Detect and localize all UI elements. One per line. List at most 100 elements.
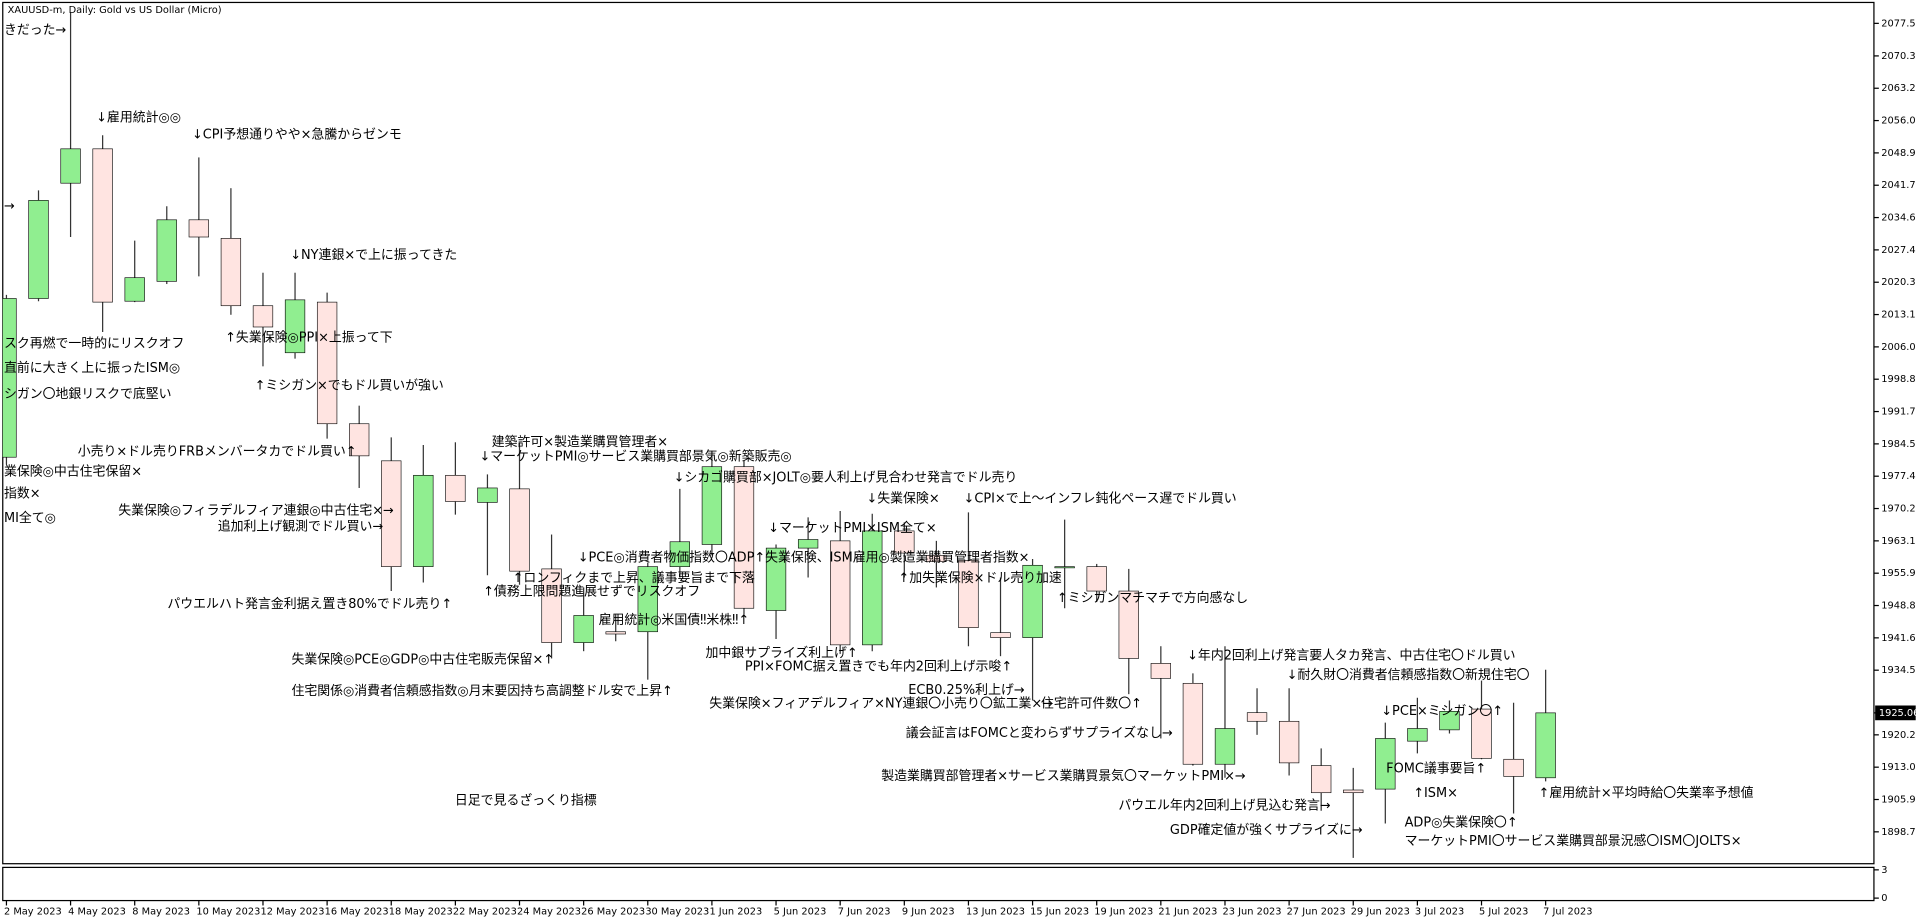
candle-body (381, 460, 402, 567)
y-tick-label: 2041.75 (1881, 180, 1916, 191)
annotation: 直前に大きく上に振ったISM◎ (4, 360, 180, 376)
x-tick-label: 19 Jun 2023 (1094, 907, 1153, 918)
y-tick-label: 2048.90 (1881, 148, 1916, 159)
x-tick-label: 3 Jul 2023 (1415, 907, 1464, 918)
annotation: ↓CPI予想通りやや×急騰からゼンモ (192, 127, 402, 143)
annotation: ↑債務上限問題進展せずでリスクオフ (483, 585, 700, 600)
annotation: きだった→ (4, 23, 67, 38)
x-tick-label: 1 Jun 2023 (709, 907, 762, 918)
candle-body (1439, 711, 1460, 731)
annotation: ↑ISM× (1413, 786, 1458, 801)
candle-body (605, 631, 626, 635)
x-tick-label: 7 Jun 2023 (838, 907, 891, 918)
candle-body (188, 219, 209, 238)
annotation: ↑失業保険◎PPI×上振って下 (225, 329, 393, 345)
x-tick-label: 18 May 2023 (389, 907, 453, 918)
main-pane (2, 1, 1875, 865)
candle-body (60, 148, 81, 184)
indicator-pane (2, 866, 1875, 902)
candle-body (1407, 728, 1428, 742)
y-tick-label: 1977.40 (1881, 471, 1916, 482)
annotation: 住宅許可件数〇↑ (1041, 696, 1142, 711)
annotation: ↓PCE◎消費者物価指数〇ADP↑失業保険、ISM雇用◎製造業購買管理者指数× (578, 549, 1030, 565)
candle-body (477, 487, 498, 503)
candle-body (1246, 712, 1268, 722)
annotation: スク再燃で一時的にリスクオフ (4, 336, 184, 352)
annotation: ↑ロンフィクまで上昇、議事要旨まで下落 (513, 571, 755, 586)
annotation: FOMC議事要旨↑ (1386, 762, 1486, 777)
candle-body (1150, 663, 1171, 679)
candle-body (1182, 682, 1204, 765)
candle-body (2, 298, 17, 458)
annotation: 失業保険◎PCE◎GDP◎中古住宅販売保留×↑ (291, 651, 554, 667)
annotation: パウエル年内2回利上げ見込む発言→ (1118, 797, 1331, 813)
candle-body (1535, 712, 1556, 779)
annotation: 小売り×ドル売りFRBメンバータカでドル買い↑ (78, 444, 357, 460)
y-tick-label: 2006.00 (1881, 342, 1916, 353)
x-tick-label: 9 Jun 2023 (902, 907, 955, 918)
x-tick-label: 2 May 2023 (4, 907, 62, 918)
candle-body (1054, 566, 1075, 569)
x-tick-label: 5 Jun 2023 (774, 907, 827, 918)
candle-body (573, 615, 594, 643)
x-tick-label: 5 Jul 2023 (1479, 907, 1528, 918)
annotation: 加中銀サプライズ利上げ↑ (706, 645, 858, 661)
y-tick-label: 2027.45 (1881, 245, 1916, 256)
annotation: 建築許可×製造業購買管理者× (492, 434, 668, 450)
candle-body (1118, 590, 1139, 659)
annotation: ↓年内2回利上げ発言要人タカ発言、中古住宅〇ドル買い (1187, 648, 1515, 664)
candle-body (220, 238, 242, 307)
annotation: 住宅関係◎消費者信頼感指数◎月末要因持ち高調整ドル安で上昇↑ (291, 683, 672, 699)
x-tick-label: 22 May 2023 (453, 907, 517, 918)
y-tick-label: 2020.30 (1881, 277, 1916, 288)
x-tick-label: 23 Jun 2023 (1223, 907, 1282, 918)
annotation: マーケットPMI〇サービス業購買部景況感〇ISM〇JOLTS× (1405, 833, 1742, 849)
annotation: PPI×FOMC据え置きでも年内2回利上げ示唆↑ (745, 659, 1012, 675)
candle-body (1086, 566, 1107, 592)
annotation: シガン〇地銀リスクで底堅い (4, 386, 172, 402)
candle-body (797, 539, 819, 549)
candle-body (926, 555, 947, 562)
annotation: 追加利上げ観測でドル買い→ (218, 519, 384, 535)
chart-title: XAUUSD-m, Daily: Gold vs US Dollar (Micr… (8, 5, 222, 16)
x-tick-label: 12 May 2023 (261, 907, 325, 918)
x-tick-label: 8 May 2023 (132, 907, 190, 918)
candle-body (1278, 720, 1300, 764)
candle-body (830, 540, 851, 646)
y-tick-label: 1941.65 (1881, 633, 1916, 644)
candle-body (28, 200, 49, 299)
x-tick-label: 4 May 2023 (68, 907, 126, 918)
y-tick-label: 1984.55 (1881, 439, 1916, 450)
annotation: 業保険◎中古住宅保留× (4, 463, 142, 479)
y-tick-label: 2063.20 (1881, 83, 1916, 94)
y-tick-label: 1905.90 (1881, 795, 1916, 806)
candle-body (124, 277, 145, 302)
candle-body (1503, 758, 1524, 777)
y-tick-label: 2013.15 (1881, 310, 1916, 321)
y-tick-label: 2034.60 (1881, 213, 1916, 224)
annotation: パウエルハト発言金利据え置き80%でドル売り↑ (167, 596, 452, 612)
candle-body (541, 568, 562, 643)
annotation: 雇用統計◎米国債‼米株‼↑ (599, 612, 750, 628)
annotation: ↑雇用統計×平均時給〇失業率予想値 (1539, 785, 1754, 801)
annotation: 議会証言はFOMCと変わらずサプライズなし→ (906, 725, 1173, 741)
y-tick-label: 1934.50 (1881, 665, 1916, 676)
candle-body (156, 219, 177, 282)
candle-body (252, 305, 274, 328)
candle-body (509, 488, 530, 572)
y-tick-label: 1920.20 (1881, 730, 1916, 741)
annotation: → (4, 199, 15, 214)
candle-body (765, 547, 787, 611)
y-tick-label: 1913.05 (1881, 762, 1916, 773)
y-tick-label: 1991.70 (1881, 407, 1916, 418)
annotation: GDP確定値が強くサプライズに→ (1170, 822, 1363, 838)
candle-body (1311, 765, 1332, 794)
y-tick-label: 1970.25 (1881, 504, 1916, 515)
candle-body (1375, 738, 1396, 790)
candle-body (92, 148, 113, 303)
y-tick-label: 1998.85 (1881, 374, 1916, 385)
candle-body (1214, 728, 1236, 765)
candle-body (1022, 564, 1043, 638)
y-tick-label: 2077.55 (1881, 18, 1916, 29)
